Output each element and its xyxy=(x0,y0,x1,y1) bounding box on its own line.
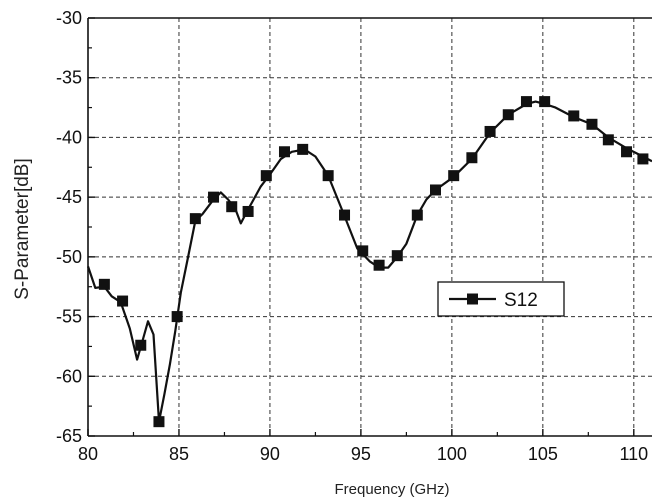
data-point-marker xyxy=(602,134,614,146)
x-tick-label: 105 xyxy=(528,444,558,464)
y-tick-label: -30 xyxy=(56,8,82,28)
y-tick-label: -40 xyxy=(56,127,82,147)
data-point-marker xyxy=(357,245,369,257)
data-point-marker xyxy=(189,213,201,225)
data-point-marker xyxy=(278,146,290,158)
x-tick-label: 100 xyxy=(437,444,467,464)
series-layer xyxy=(86,96,652,428)
legend: S12 xyxy=(437,281,565,317)
y-tick-label: -45 xyxy=(56,187,82,207)
legend-label-s12: S12 xyxy=(504,290,538,311)
data-point-marker xyxy=(117,295,129,307)
x-tick-label: 80 xyxy=(78,444,98,464)
y-tick-label: -35 xyxy=(56,68,82,88)
x-axis-title: Frequency (GHz) xyxy=(334,481,449,498)
data-point-marker xyxy=(411,209,423,221)
data-point-marker xyxy=(226,201,238,213)
data-point-marker xyxy=(242,205,254,217)
data-point-marker xyxy=(260,170,272,182)
data-point-marker xyxy=(153,416,165,428)
y-tick-label: -65 xyxy=(56,426,82,446)
y-tick-label: -55 xyxy=(56,307,82,327)
y-tick-label: -60 xyxy=(56,366,82,386)
data-point-marker xyxy=(98,278,110,290)
x-tick-label: 85 xyxy=(169,444,189,464)
data-point-marker xyxy=(621,146,633,158)
tick-labels: 80 85 90 95 100 105 110 -30 -35 -40 -45 -50 -55 -60 -6… xyxy=(56,8,648,464)
data-point-marker xyxy=(502,109,514,121)
data-point-marker xyxy=(297,143,309,155)
data-point-marker xyxy=(586,118,598,130)
data-point-marker xyxy=(448,170,460,182)
legend-marker-sample xyxy=(467,293,478,305)
data-point-marker xyxy=(539,96,551,108)
data-point-marker xyxy=(322,170,334,182)
y-axis-title: S-Parameter[dB] xyxy=(12,158,33,300)
y-tick-label: -50 xyxy=(56,247,82,267)
x-tick-label: 110 xyxy=(619,444,648,464)
data-point-marker xyxy=(466,152,478,164)
data-point-marker xyxy=(391,250,403,262)
data-point-marker xyxy=(429,184,441,196)
data-point-marker xyxy=(373,259,385,271)
axes xyxy=(87,17,652,437)
data-point-marker xyxy=(171,311,183,323)
data-point-marker xyxy=(339,209,351,221)
data-point-marker xyxy=(520,96,532,108)
data-point-marker xyxy=(637,153,649,165)
x-tick-label: 95 xyxy=(351,444,371,464)
data-point-marker xyxy=(568,110,580,122)
x-tick-label: 90 xyxy=(260,444,280,464)
data-point-marker xyxy=(484,125,496,137)
data-point-marker xyxy=(135,339,147,351)
data-point-marker xyxy=(208,191,220,203)
